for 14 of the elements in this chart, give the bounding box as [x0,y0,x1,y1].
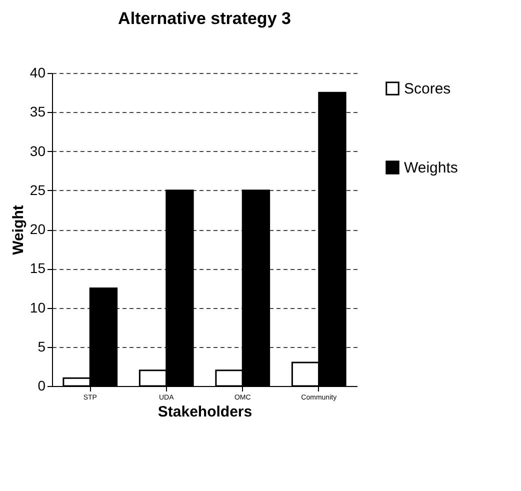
legend-label: Weights [404,160,458,176]
y-tick-label: 40 [30,64,46,80]
y-tick-label: 25 [30,182,46,198]
chart-title: Alternative strategy 3 [118,9,291,28]
y-tick-label: 35 [30,104,46,120]
y-tick-label: 30 [30,142,46,159]
y-tick-label: 15 [30,260,46,276]
x-axis-title: Stakeholders [158,404,252,420]
y-tick-label: 0 [38,378,46,394]
y-tick-label: 10 [30,299,46,316]
y-tick-label: 5 [38,338,46,354]
y-tick-label: 20 [30,221,46,237]
legend-label: Scores [404,80,451,98]
y-axis-title: Weight [10,205,27,255]
